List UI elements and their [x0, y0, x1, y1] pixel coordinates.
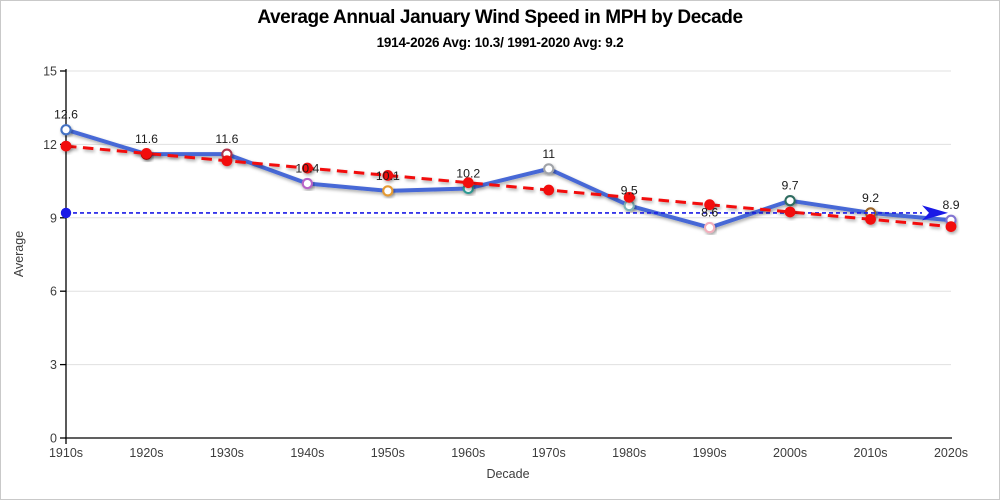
data-label: 8.6 — [701, 206, 718, 220]
series-line — [64, 127, 953, 230]
x-tick-label: 1990s — [693, 446, 727, 460]
x-tick-label: 1950s — [371, 446, 405, 460]
x-tick-label: 1910s — [49, 446, 83, 460]
x-tick-label: 2010s — [854, 446, 888, 460]
x-tick-label: 1970s — [532, 446, 566, 460]
series-marker — [382, 185, 394, 197]
data-label: 11 — [542, 147, 555, 161]
trend-dot — [141, 148, 152, 159]
x-tick-label: 2020s — [934, 446, 968, 460]
chart-subtitle: 1914-2026 Avg: 10.3/ 1991-2020 Avg: 9.2 — [376, 35, 624, 50]
chart-title: Average Annual January Wind Speed in MPH… — [257, 7, 743, 28]
data-label: 9.2 — [862, 191, 879, 205]
trend-dot — [784, 206, 796, 218]
reference-dot — [60, 207, 72, 219]
data-label: 10.2 — [456, 166, 480, 180]
data-label: 9.5 — [621, 184, 638, 198]
data-label: 9.7 — [782, 179, 799, 193]
data-label: 12.6 — [54, 108, 78, 122]
trend-line — [65, 144, 952, 229]
y-tick-label: 3 — [50, 358, 57, 372]
data-label: 11.6 — [215, 132, 238, 146]
trend-dot — [543, 184, 555, 196]
series-marker — [301, 177, 314, 190]
trend-dot — [60, 140, 72, 152]
x-tick-label: 1930s — [210, 446, 244, 460]
y-tick-label: 15 — [43, 65, 57, 79]
trend-dot — [301, 162, 313, 174]
y-tick-label: 0 — [50, 432, 57, 446]
y-tick-label: 6 — [50, 285, 57, 299]
reference-arrow-icon — [922, 205, 948, 221]
x-tick-label: 1940s — [290, 446, 324, 460]
trend-dot — [462, 177, 474, 189]
x-tick-label: 1960s — [451, 446, 485, 460]
data-label: 8.9 — [942, 198, 959, 212]
x-tick-label: 2000s — [773, 446, 807, 460]
series-marker — [784, 195, 796, 207]
series-marker — [543, 163, 555, 175]
data-label: 10.1 — [376, 169, 400, 183]
y-tick-label: 9 — [50, 211, 57, 225]
x-tick-label: 1920s — [129, 446, 163, 460]
trend-dot — [704, 199, 716, 211]
trend-dot — [623, 191, 635, 203]
trend-dot — [945, 221, 957, 233]
x-tick-label: 1980s — [612, 446, 646, 460]
y-tick-label: 12 — [43, 138, 57, 152]
trend-dot — [382, 169, 394, 181]
data-label: 11.6 — [135, 132, 158, 146]
x-axis-title: Decade — [486, 467, 530, 481]
data-label: 10.4 — [295, 162, 319, 176]
trend-dot — [865, 213, 876, 225]
series-marker — [703, 221, 716, 234]
trend-dot — [221, 155, 233, 167]
series-marker — [60, 124, 72, 136]
